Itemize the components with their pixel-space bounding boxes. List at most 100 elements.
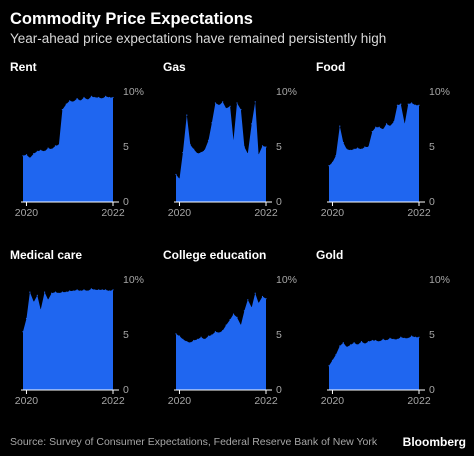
data-point-food-18 — [393, 121, 395, 123]
panel-title-medical-care: Medical care — [10, 248, 83, 262]
data-point-gas-16 — [232, 139, 235, 141]
data-point-college-education-13 — [222, 330, 224, 332]
bloomberg-logo: Bloomberg — [402, 435, 466, 449]
data-point-rent-19 — [90, 95, 92, 97]
data-point-gold-12 — [371, 339, 373, 342]
data-point-medical-care-16 — [79, 290, 82, 292]
data-point-rent-3 — [33, 153, 35, 155]
data-point-rent-10 — [58, 144, 60, 146]
data-point-medical-care-1 — [25, 317, 28, 320]
data-point-college-education-22 — [254, 292, 256, 294]
data-point-college-education-20 — [247, 299, 249, 301]
data-point-medical-care-17 — [83, 289, 85, 291]
data-point-medical-care-18 — [87, 290, 89, 292]
data-point-gold-19 — [396, 338, 398, 340]
data-point-gas-9 — [207, 139, 210, 141]
data-point-gas-12 — [218, 104, 220, 106]
data-point-medical-care-25 — [112, 289, 114, 291]
data-point-gold-22 — [407, 337, 409, 339]
data-point-college-education-4 — [189, 342, 191, 344]
x-tick-label-gas-1: 2022 — [254, 207, 278, 219]
area-series-college-education — [176, 293, 266, 390]
data-point-gas-21 — [251, 123, 253, 125]
y-tick-label-college-education-0: 10% — [276, 274, 297, 286]
data-point-gold-13 — [375, 339, 377, 342]
data-point-medical-care-14 — [72, 290, 74, 292]
x-tick-label-medical-care-1: 2022 — [101, 395, 125, 407]
data-point-gas-24 — [261, 145, 264, 147]
data-point-rent-9 — [54, 145, 57, 147]
x-tick-label-medical-care-0: 2020 — [15, 395, 39, 407]
data-point-gas-5 — [193, 148, 195, 150]
data-point-rent-0 — [22, 155, 24, 157]
data-point-gold-5 — [346, 346, 348, 348]
data-point-gold-20 — [400, 336, 402, 338]
data-point-food-9 — [360, 148, 363, 150]
data-point-gas-8 — [204, 149, 206, 151]
data-point-medical-care-21 — [98, 289, 100, 291]
data-point-rent-25 — [112, 96, 114, 99]
data-point-gold-7 — [353, 342, 355, 344]
area-series-gas — [176, 101, 266, 202]
data-point-rent-13 — [69, 100, 71, 102]
x-tick-label-food-0: 2020 — [321, 207, 345, 219]
data-point-medical-care-20 — [94, 289, 96, 291]
data-point-rent-14 — [72, 101, 74, 103]
y-tick-label-food-0: 10% — [429, 86, 450, 98]
chart-subtitle: Year-ahead price expectations have remai… — [10, 31, 387, 46]
data-point-rent-24 — [108, 96, 111, 99]
data-point-rent-7 — [47, 147, 49, 149]
data-point-college-education-7 — [200, 336, 202, 338]
x-tick-label-food-1: 2022 — [407, 207, 431, 219]
panel-title-rent: Rent — [10, 60, 37, 74]
data-point-college-education-24 — [261, 295, 264, 298]
data-point-gas-10 — [211, 122, 213, 124]
data-point-college-education-10 — [211, 334, 213, 336]
panel-title-gas: Gas — [163, 60, 186, 74]
data-point-college-education-9 — [207, 335, 210, 337]
data-point-medical-care-15 — [76, 289, 78, 291]
data-point-college-education-18 — [240, 324, 242, 326]
data-point-rent-22 — [101, 98, 103, 100]
y-tick-label-food-2: 0 — [429, 196, 435, 208]
data-point-food-1 — [331, 161, 334, 163]
data-point-gas-7 — [200, 151, 202, 154]
data-point-gold-18 — [393, 338, 395, 340]
data-point-college-education-17 — [236, 316, 238, 318]
data-point-medical-care-9 — [54, 291, 57, 293]
data-point-college-education-6 — [197, 338, 199, 340]
data-point-medical-care-19 — [90, 288, 92, 290]
data-point-college-education-11 — [214, 331, 216, 333]
data-point-college-education-1 — [178, 335, 181, 337]
data-point-food-7 — [353, 148, 355, 150]
y-tick-label-college-education-1: 5 — [276, 329, 282, 341]
data-point-food-13 — [375, 126, 377, 128]
data-point-gold-15 — [382, 338, 384, 340]
data-point-medical-care-11 — [61, 291, 64, 293]
data-point-medical-care-8 — [51, 292, 53, 294]
data-point-gas-17 — [236, 102, 238, 104]
data-point-medical-care-12 — [65, 291, 67, 293]
data-point-medical-care-23 — [105, 289, 107, 291]
data-point-rent-15 — [76, 98, 78, 100]
chart-title: Commodity Price Expectations — [10, 10, 253, 28]
x-tick-label-rent-0: 2020 — [15, 207, 39, 219]
y-tick-label-gold-0: 10% — [429, 274, 450, 286]
panel-chart-rent: 10% 5 0 2020 2022 — [15, 86, 144, 219]
data-point-gas-14 — [225, 107, 227, 110]
data-point-gold-2 — [335, 354, 337, 356]
panel-chart-gas: 10% 5 0 2020 2022 — [168, 86, 297, 219]
data-point-college-education-5 — [193, 339, 195, 342]
data-point-rent-5 — [40, 149, 42, 151]
data-point-medical-care-13 — [69, 290, 71, 292]
data-point-medical-care-2 — [29, 291, 31, 293]
data-point-college-education-14 — [225, 324, 227, 326]
data-point-food-21 — [404, 123, 406, 125]
data-point-medical-care-24 — [108, 290, 111, 292]
data-point-gold-24 — [414, 336, 417, 338]
y-tick-label-gas-1: 5 — [276, 141, 282, 153]
data-point-food-8 — [357, 147, 359, 149]
data-point-medical-care-6 — [44, 291, 46, 293]
data-point-gas-22 — [254, 101, 256, 103]
data-point-gas-25 — [265, 146, 267, 148]
